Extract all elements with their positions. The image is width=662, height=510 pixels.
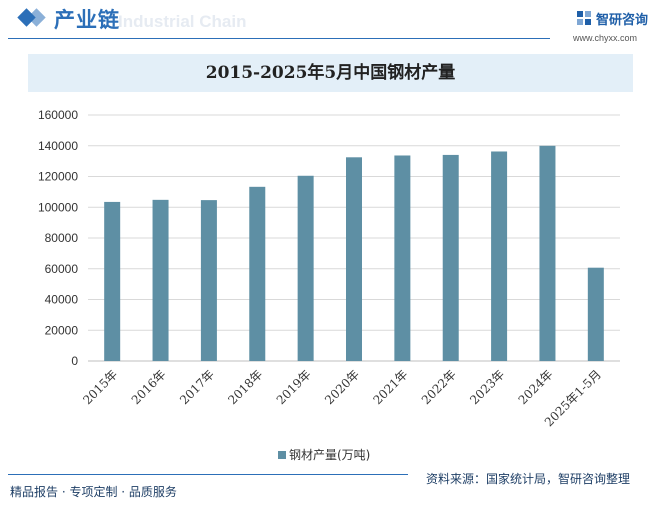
chart-title-band [28, 54, 633, 92]
x-tick-label: 2024年 [516, 367, 556, 407]
bar-10 [587, 267, 604, 361]
header-divider [8, 38, 550, 39]
y-tick-label: 120000 [38, 170, 78, 184]
bar-5 [346, 157, 362, 361]
footer-divider [8, 474, 408, 475]
x-tick-label: 2020年 [322, 367, 362, 407]
x-tick-label: 2017年 [177, 367, 217, 407]
bar-7 [442, 154, 459, 361]
y-tick-label: 100000 [38, 200, 78, 214]
bar-8 [491, 151, 508, 361]
bar-0 [104, 201, 121, 361]
section-title: 产业链 [54, 8, 120, 32]
x-tick-label: 2016年 [129, 367, 169, 407]
x-tick-label: 2015年 [80, 367, 120, 407]
y-tick-label: 60000 [45, 262, 79, 276]
y-tick-label: 0 [71, 354, 78, 368]
header: Industrial Chain 产业链 智研咨询 www.chyxx.com [0, 0, 662, 43]
footer-tagline: 精品报告 · 专项定制 · 品质服务 [10, 485, 177, 499]
bar-3 [249, 186, 266, 361]
bar-1 [152, 199, 169, 361]
brand-url: www.chyxx.com [573, 33, 638, 43]
data-source: 资料来源：国家统计局，智研咨询整理 [426, 472, 631, 486]
y-tick-label: 20000 [45, 323, 79, 337]
legend-swatch [278, 451, 286, 459]
chart-title: 2015-2025年5月中国钢材产量 [205, 63, 456, 83]
x-tick-label: 2018年 [225, 367, 265, 407]
y-tick-label: 40000 [45, 293, 79, 307]
x-tick-label: 2019年 [274, 367, 314, 407]
bar-4 [297, 175, 314, 361]
y-tick-label: 140000 [38, 139, 78, 153]
bar-9 [539, 145, 556, 361]
legend-label: 钢材产量(万吨) [289, 448, 371, 462]
bar-6 [394, 155, 411, 361]
x-tick-label: 2021年 [371, 367, 411, 407]
x-tick-label: 2023年 [467, 367, 507, 407]
bar-2 [200, 200, 217, 361]
brand-name: 智研咨询 [596, 13, 649, 28]
x-tick-label: 2022年 [419, 367, 459, 407]
y-tick-label: 160000 [38, 108, 78, 122]
brand-logo-icon [577, 11, 591, 25]
y-tick-label: 80000 [45, 231, 79, 245]
header-watermark: Industrial Chain [118, 12, 247, 31]
